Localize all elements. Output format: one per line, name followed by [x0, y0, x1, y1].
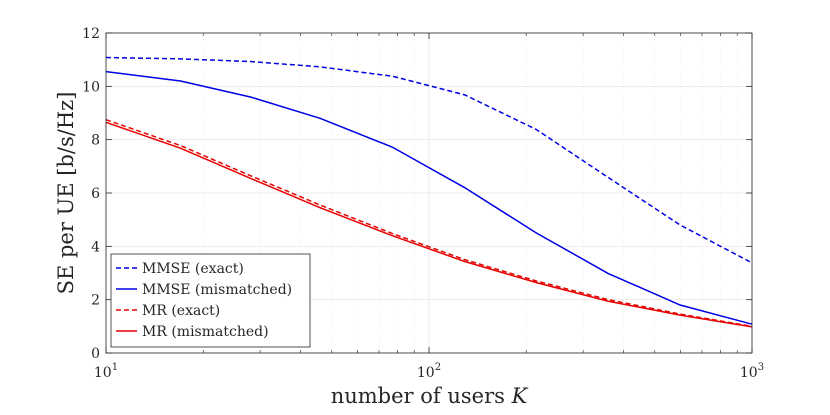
series-group — [105, 56, 753, 328]
legend-label-mr-exact: MR (exact) — [142, 303, 220, 319]
x-tick-label: 102 — [417, 362, 441, 381]
legend-label-mmse-mismatched: MMSE (mismatched) — [142, 282, 292, 298]
x-tick-label: 103 — [740, 362, 764, 381]
y-tick-label: 10 — [82, 79, 100, 95]
x-axis-label: number of users K — [331, 384, 529, 408]
y-tick-label: 0 — [91, 346, 100, 362]
x-tick-label: 101 — [94, 362, 118, 381]
y-tick-label: 4 — [91, 239, 100, 255]
series-line-mmse-exact — [105, 56, 753, 264]
x-axis-label-text: number of users — [331, 384, 505, 408]
legend-box — [110, 253, 311, 348]
legend: MMSE (exact) MMSE (mismatched) MR (exact) M… — [110, 253, 311, 348]
y-tick-label: 6 — [91, 186, 100, 202]
y-tick-label: 8 — [91, 133, 100, 149]
series-line-mmse-mismatched — [105, 70, 753, 325]
legend-label-mr-mismatched: MR (mismatched) — [142, 324, 269, 340]
series-line-mr-mismatched — [105, 121, 753, 328]
y-axis-label: SE per UE [b/s/Hz] — [54, 92, 78, 295]
y-tick-label: 12 — [82, 26, 100, 42]
y-tick-label: 2 — [91, 293, 100, 309]
series-line-mr-exact — [105, 118, 753, 328]
legend-label-mmse-exact: MMSE (exact) — [142, 261, 244, 277]
ticks: 0 2 4 6 8 10 12 101 102 103 — [82, 26, 764, 381]
x-axis-label-var: K — [511, 384, 529, 408]
